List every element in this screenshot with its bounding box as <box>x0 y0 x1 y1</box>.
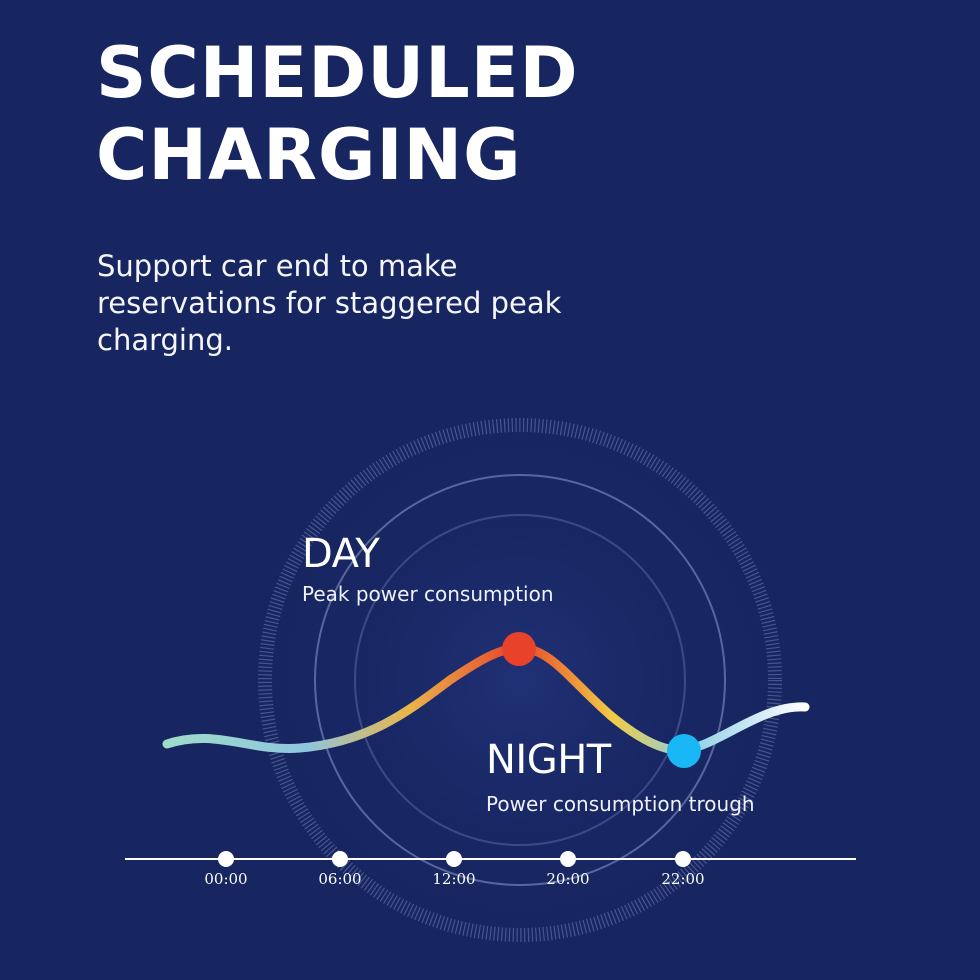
night-trough-marker <box>667 734 701 768</box>
title-line-2: CHARGING <box>96 114 522 196</box>
timeline-ticks <box>218 851 691 867</box>
timeline-tick-dot <box>446 851 462 867</box>
middle-ring <box>314 474 726 886</box>
timeline-tick-label: 22:00 <box>661 870 705 888</box>
outer-ring <box>258 418 782 942</box>
day-peak-marker <box>502 632 536 666</box>
timeline-tick-label: 12:00 <box>432 870 476 888</box>
inner-ring <box>354 514 686 846</box>
timeline-tick-label: 20:00 <box>546 870 590 888</box>
title-line-1: SCHEDULED <box>96 32 579 114</box>
page-title: SCHEDULED CHARGING <box>96 32 579 196</box>
timeline-tick-label: 00:00 <box>204 870 248 888</box>
timeline-tick-dot <box>218 851 234 867</box>
timeline-tick-dot <box>560 851 576 867</box>
timeline-tick-label: 06:00 <box>318 870 362 888</box>
night-label: NIGHT <box>486 737 611 783</box>
background-glow <box>240 400 800 960</box>
day-description: Peak power consumption <box>302 582 554 606</box>
night-description: Power consumption trough <box>486 792 755 816</box>
day-label: DAY <box>302 531 380 577</box>
subtitle: Support car end to make reservations for… <box>97 249 562 357</box>
timeline-tick-dot <box>332 851 348 867</box>
timeline-tick-dot <box>675 851 691 867</box>
